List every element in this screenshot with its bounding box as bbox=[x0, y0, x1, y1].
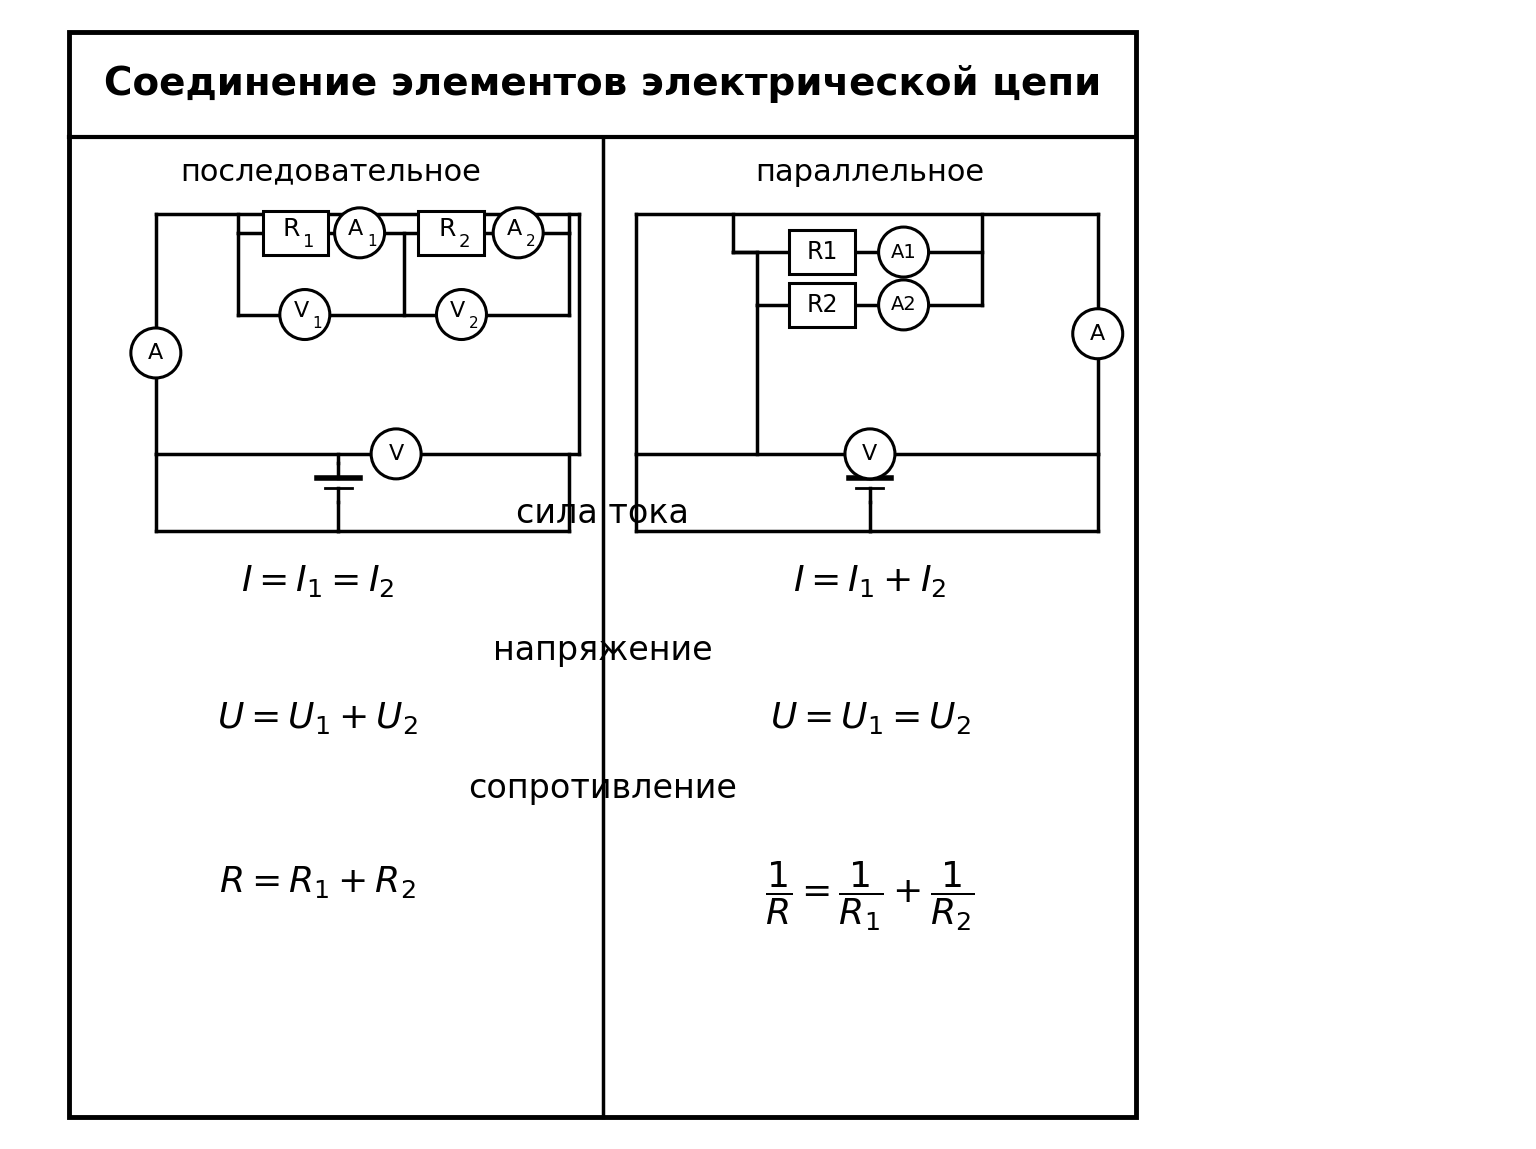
Text: R: R bbox=[283, 217, 300, 241]
Text: 1: 1 bbox=[303, 233, 315, 252]
Circle shape bbox=[845, 429, 895, 479]
Text: R1: R1 bbox=[806, 240, 837, 264]
Text: V: V bbox=[450, 301, 465, 321]
Text: напряжение: напряжение bbox=[493, 634, 713, 668]
Circle shape bbox=[280, 290, 330, 339]
Bar bbox=[69, 32, 1137, 1117]
Bar bbox=[790, 283, 854, 327]
Text: $I = I_1 + I_2$: $I = I_1 + I_2$ bbox=[793, 563, 946, 599]
Text: последовательное: последовательное bbox=[180, 157, 481, 187]
Text: $I = I_1 = I_2$: $I = I_1 = I_2$ bbox=[241, 563, 395, 599]
Text: $U = U_1 + U_2$: $U = U_1 + U_2$ bbox=[217, 700, 418, 737]
Text: A: A bbox=[147, 342, 163, 363]
Circle shape bbox=[372, 429, 421, 479]
Bar bbox=[418, 210, 484, 255]
Text: 1: 1 bbox=[367, 234, 376, 249]
Text: A: A bbox=[507, 219, 522, 239]
Circle shape bbox=[879, 228, 929, 277]
Circle shape bbox=[879, 280, 929, 330]
Text: 1: 1 bbox=[312, 316, 323, 331]
Bar bbox=[263, 210, 327, 255]
Text: сопротивление: сопротивление bbox=[468, 772, 737, 804]
Text: сила тока: сила тока bbox=[516, 498, 690, 530]
Text: $U = U_1 = U_2$: $U = U_1 = U_2$ bbox=[770, 700, 971, 737]
Text: V: V bbox=[862, 444, 877, 464]
Text: A: A bbox=[349, 219, 364, 239]
Text: 2: 2 bbox=[525, 234, 536, 249]
Text: параллельное: параллельное bbox=[756, 157, 985, 187]
Text: A2: A2 bbox=[891, 295, 917, 315]
Circle shape bbox=[436, 290, 487, 339]
Circle shape bbox=[131, 327, 181, 378]
Circle shape bbox=[493, 208, 544, 257]
Text: V: V bbox=[389, 444, 404, 464]
Bar bbox=[790, 230, 854, 275]
Text: 2: 2 bbox=[459, 233, 470, 252]
Text: R2: R2 bbox=[806, 293, 837, 317]
Circle shape bbox=[1072, 309, 1123, 358]
Text: 2: 2 bbox=[468, 316, 479, 331]
Text: $\dfrac{1}{R} = \dfrac{1}{R_1} + \dfrac{1}{R_2}$: $\dfrac{1}{R} = \dfrac{1}{R_1} + \dfrac{… bbox=[765, 859, 974, 933]
Text: A: A bbox=[1091, 324, 1106, 344]
Text: $R = R_1 + R_2$: $R = R_1 + R_2$ bbox=[220, 864, 416, 900]
Text: R: R bbox=[438, 217, 456, 241]
Text: A1: A1 bbox=[891, 242, 917, 262]
Text: V: V bbox=[293, 301, 309, 321]
Text: Соединение элементов электрической цепи: Соединение элементов электрической цепи bbox=[104, 64, 1101, 103]
Circle shape bbox=[335, 208, 384, 257]
